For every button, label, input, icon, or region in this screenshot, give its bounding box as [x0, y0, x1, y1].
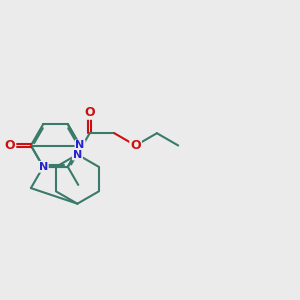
Text: N: N — [73, 149, 82, 160]
Text: O: O — [84, 106, 95, 119]
Text: O: O — [5, 139, 15, 152]
Text: O: O — [130, 139, 141, 152]
Text: N: N — [39, 162, 48, 172]
Text: N: N — [76, 140, 85, 151]
